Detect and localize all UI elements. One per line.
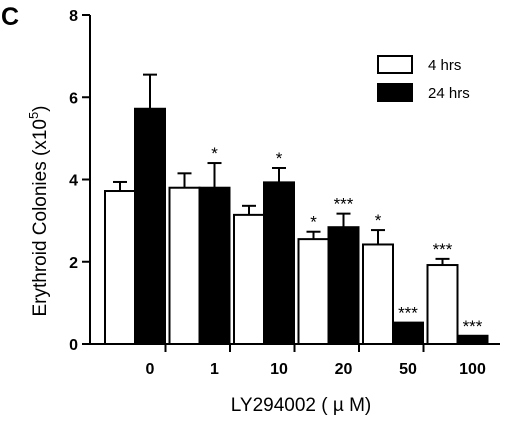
bar <box>327 226 360 345</box>
bar <box>198 186 231 345</box>
significance-marker: * <box>276 149 283 168</box>
bar <box>263 181 295 345</box>
bar <box>392 321 424 345</box>
y-axis-label-close: ) <box>30 105 51 111</box>
x-tick-label: 100 <box>459 361 486 378</box>
bar <box>134 107 166 345</box>
bar <box>362 243 394 345</box>
x-tick-label: 20 <box>335 361 353 378</box>
y-tick-label: 2 <box>69 255 78 272</box>
legend: 4 hrs 24 hrs <box>377 55 470 102</box>
y-ticks: 0 2 4 6 8 <box>69 8 90 354</box>
y-tick-label: 0 <box>69 337 78 354</box>
y-tick-label: 4 <box>69 173 78 190</box>
significance-marker: *** <box>398 304 418 323</box>
legend-swatch <box>377 83 413 102</box>
significance-marker: * <box>211 144 218 163</box>
x-tick-label: 10 <box>270 361 288 378</box>
x-tick-label: 1 <box>210 361 219 378</box>
bar <box>297 238 330 346</box>
bar <box>426 264 459 346</box>
significance-marker: *** <box>334 195 354 214</box>
y-tick-label: 6 <box>69 90 78 107</box>
x-axis-label: LY294002 ( µ M) <box>231 395 372 416</box>
legend-label: 4 hrs <box>428 57 461 74</box>
bar <box>456 334 489 345</box>
panel-label: C <box>1 3 19 31</box>
significance-marker: * <box>310 213 317 232</box>
significance-marker: *** <box>433 240 453 259</box>
y-axis-label-exponent: 5 <box>26 112 41 119</box>
x-tick-label: 0 <box>146 361 155 378</box>
y-tick-label: 8 <box>69 8 78 25</box>
y-axis-label: Erythroid Colonies (x105) <box>26 105 51 316</box>
bars: * ***** ********** <box>104 73 489 346</box>
x-tick-label: 50 <box>399 361 417 378</box>
x-ticks: 0 1 10 20 50 100 <box>146 344 486 378</box>
bar <box>104 190 136 345</box>
y-axis-label-main: Erythroid Colonies (x10 <box>30 119 51 316</box>
significance-marker: *** <box>463 317 483 336</box>
bar <box>233 213 265 345</box>
bar <box>168 186 201 345</box>
legend-label: 24 hrs <box>428 85 470 102</box>
significance-marker: * <box>375 211 382 230</box>
legend-swatch <box>377 55 413 74</box>
